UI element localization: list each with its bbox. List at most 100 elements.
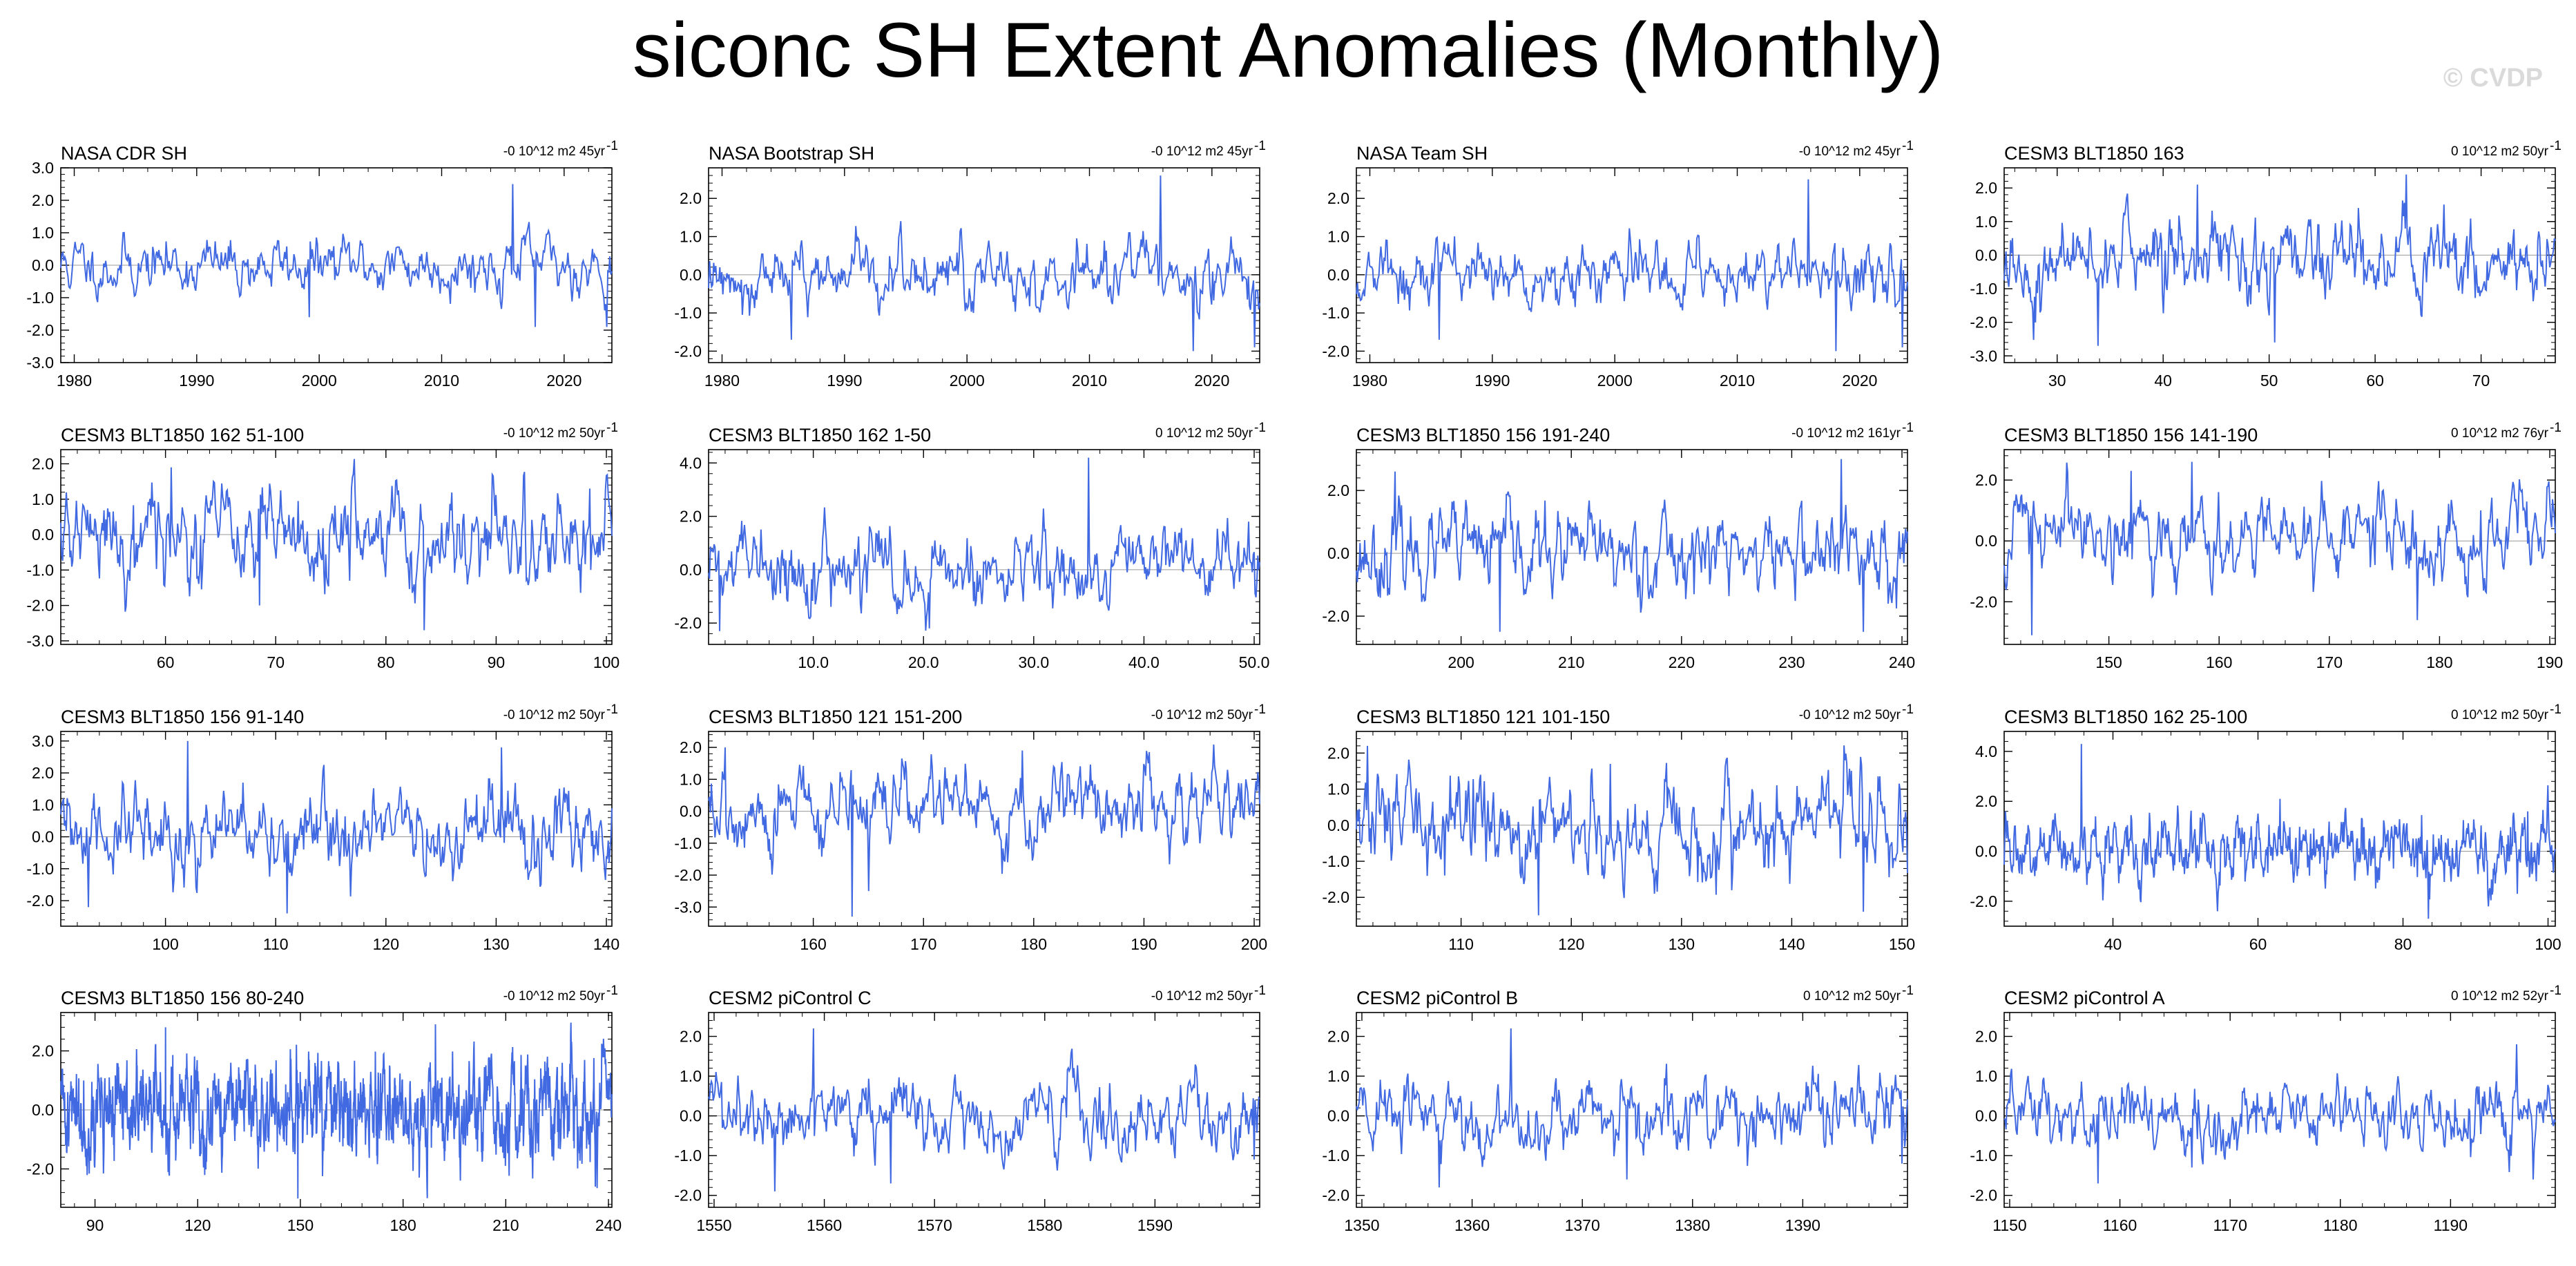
x-tick-label: 110 [263,935,289,953]
trend-label: -0 10^12 m2 50yr [503,989,606,1004]
x-tick-label: 1550 [696,1216,731,1234]
x-tick-label: 120 [373,935,399,953]
panel-title: CESM3 BLT1850 156 80-240 [61,988,304,1008]
y-tick-label: 0.0 [32,256,54,274]
y-tick-label: 0.0 [1975,246,1997,264]
panel-title: NASA Bootstrap SH [709,143,874,164]
y-tick-label: -3.0 [674,898,702,916]
x-tick-label: 1590 [1137,1216,1173,1234]
panel: NASA Bootstrap SH -0 10^12 m2 45yr -1 2.0 1.… [674,139,1266,390]
panel: CESM2 piControl C -0 10^12 m2 50yr -1 2.0 1.… [674,984,1266,1234]
panel-title: CESM3 BLT1850 162 1-50 [709,425,931,445]
x-tick-label: 140 [1778,935,1805,953]
trend-superscript: -1 [1254,702,1266,717]
x-tick-label: 220 [1669,653,1695,671]
y-tick-label: 1.0 [680,1067,702,1085]
trend-label: -0 10^12 m2 45yr [1799,144,1901,159]
x-tick-label: 1170 [2213,1216,2247,1234]
y-tick-label: -2.0 [674,614,702,632]
panel-title: CESM2 piControl B [1356,988,1518,1008]
trend-superscript: -1 [1902,984,1914,998]
x-tick-label: 1580 [1027,1216,1062,1234]
x-tick-label: 110 [1448,935,1474,953]
x-tick-label: 2010 [1720,372,1755,390]
y-tick-label: -3.0 [26,354,54,372]
y-tick-label: -1.0 [674,834,702,852]
x-tick-label: 1990 [1474,372,1510,390]
x-tick-label: 1150 [1992,1216,2026,1234]
x-tick-label: 120 [1558,935,1584,953]
trend-label: -0 10^12 m2 50yr [1151,989,1253,1004]
trend-label: 0 10^12 m2 50yr [1155,426,1253,441]
y-tick-label: 2.0 [32,764,54,782]
x-tick-label: 1390 [1785,1216,1820,1234]
y-tick-label: -2.0 [1970,593,1997,611]
panel: CESM3 BLT1850 121 151-200 -0 10^12 m2 50y… [674,702,1267,953]
series-line [60,740,613,914]
x-tick-label: 1180 [2323,1216,2357,1234]
x-tick-label: 1990 [179,372,214,390]
y-tick-label: 0.0 [680,266,702,284]
y-tick-label: -2.0 [1322,1187,1349,1205]
x-tick-label: 70 [267,653,285,671]
y-tick-label: -2.0 [1322,888,1349,906]
trend-label: 0 10^12 m2 76yr [2451,426,2549,441]
y-tick-label: 2.0 [32,1042,54,1060]
x-tick-label: 2010 [1072,372,1107,390]
x-tick-label: 1380 [1675,1216,1710,1234]
series-line [1356,1028,1908,1188]
series-line [1356,459,1908,632]
x-tick-label: 1560 [807,1216,842,1234]
watermark: © CVDP [2443,64,2543,93]
y-tick-label: 1.0 [680,228,702,246]
y-tick-label: 2.0 [1327,744,1349,762]
trend-superscript: -1 [2550,421,2561,435]
y-tick-label: 0.0 [1975,1107,1997,1125]
y-tick-label: -3.0 [1970,347,1997,365]
x-tick-label: 1570 [917,1216,952,1234]
y-tick-label: 0.0 [1327,816,1349,834]
y-tick-label: 2.0 [1975,1028,1997,1046]
y-tick-label: -2.0 [1970,892,1997,910]
panel-title: NASA Team SH [1356,143,1488,164]
y-tick-label: -2.0 [674,342,702,360]
y-tick-label: -2.0 [1322,607,1349,625]
y-tick-label: 1.0 [32,796,54,814]
panel-frame [2003,167,2556,363]
panel: CESM3 BLT1850 156 80-240 -0 10^12 m2 50yr… [26,984,622,1234]
x-tick-label: 130 [483,935,509,953]
x-tick-label: 2020 [1194,372,1229,390]
panel-frame [1356,167,1908,363]
x-tick-label: 90 [86,1216,104,1234]
y-tick-label: 0.0 [1975,532,1997,550]
x-tick-label: 100 [2535,935,2561,953]
trend-label: -0 10^12 m2 45yr [503,144,606,159]
y-tick-label: 2.0 [1975,471,1997,489]
x-tick-label: 1190 [2434,1216,2468,1234]
y-tick-label: 2.0 [680,1028,702,1046]
x-tick-label: 80 [2394,935,2412,953]
panel: CESM3 BLT1850 156 191-240 -0 10^12 m2 161… [1322,421,1915,671]
trend-superscript: -1 [606,421,618,435]
panel-frame [708,167,1260,363]
trend-superscript: -1 [1902,139,1914,153]
y-tick-label: 1.0 [1327,228,1349,246]
x-tick-label: 60 [2366,372,2384,390]
x-tick-label: 130 [1669,935,1695,953]
x-tick-label: 10.0 [798,653,829,671]
trend-superscript: -1 [1254,421,1266,435]
y-tick-label: -1.0 [674,304,702,322]
x-tick-label: 1980 [704,372,740,390]
x-tick-label: 20.0 [908,653,939,671]
x-tick-label: 190 [2537,653,2563,671]
series-line [2003,744,2556,919]
panel-frame [1356,731,1908,927]
panel-frame [2003,1012,2556,1208]
x-tick-label: 240 [595,1216,622,1234]
y-tick-label: -2.0 [1970,1187,1997,1205]
panel-title: CESM3 BLT1850 162 25-100 [2004,707,2247,727]
series-line [1356,745,1908,916]
y-tick-label: -1.0 [26,561,54,579]
y-tick-label: -1.0 [1322,1147,1349,1164]
